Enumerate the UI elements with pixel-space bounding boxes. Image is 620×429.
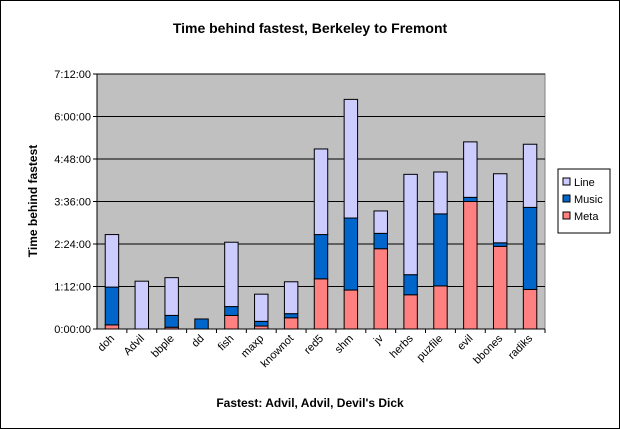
legend-swatch-line (562, 177, 571, 186)
bar-meta-herbs (403, 294, 418, 330)
bar-meta-doh (104, 324, 120, 330)
y-tick-label: 0:00:00 (54, 324, 91, 336)
y-tick-label: 2:24:00 (54, 239, 91, 251)
bar-music-bbones (492, 242, 508, 247)
x-tick-label: dd (190, 333, 207, 350)
bar-meta-knownot (283, 317, 299, 330)
x-tick-label: Advil (122, 333, 147, 358)
bar-music-knownot (283, 313, 299, 319)
bar-music-maxp (254, 320, 269, 327)
bar-music-shm (343, 217, 359, 291)
bar-line-bbones (492, 173, 508, 244)
bar-music-puzfile (433, 213, 448, 287)
bar-line-evil (463, 141, 478, 198)
x-axis-title: Fastest: Advil, Advil, Devil's Dick (216, 396, 404, 410)
bar-line-radiks (522, 143, 538, 208)
legend-label-meta: Meta (574, 211, 599, 223)
x-tick-label: herbs (388, 332, 416, 360)
y-tick-label: 6:00:00 (54, 112, 91, 124)
x-tick-label: bbones (471, 332, 505, 366)
bar-music-fish (224, 306, 239, 316)
bar-line-advil (134, 280, 150, 330)
bar-meta-evil (463, 201, 478, 330)
bar-line-shm (343, 98, 359, 219)
bar-line-maxp (254, 293, 269, 322)
bar-line-knownot (283, 281, 299, 315)
x-tick-label: jv (371, 332, 386, 347)
chart-title: Time behind fastest, Berkeley to Fremont (173, 20, 448, 36)
bar-meta-jv (373, 248, 388, 330)
bar-line-puzfile (433, 171, 448, 215)
bar-music-red5 (313, 234, 329, 280)
y-tick-label: 1:12:00 (54, 282, 91, 294)
x-tick-label: bbple (149, 333, 177, 361)
bar-meta-puzfile (433, 285, 448, 330)
x-tick-label: radiks (506, 332, 536, 362)
x-tick-label: knownot (259, 333, 296, 370)
plot-area: 0:00:00 1:12:00 2:24:00 3:36:00 4:48:00 6:00:… (54, 69, 546, 370)
bar-music-bbple (164, 314, 179, 328)
x-tick-label: puzfile (415, 333, 446, 364)
bar-music-doh (104, 286, 120, 326)
legend: Line Music Meta (557, 168, 611, 234)
bar-meta-red5 (313, 278, 329, 330)
legend-swatch-music (562, 194, 571, 203)
bar-music-radiks (522, 206, 538, 290)
legend-label-line: Line (574, 177, 595, 189)
y-tick-label: 3:36:00 (54, 197, 91, 209)
bar-meta-fish (224, 314, 239, 330)
x-tick-label: red5 (302, 333, 326, 357)
bar-line-jv (373, 210, 388, 234)
y-axis-title: Time behind fastest (26, 145, 40, 257)
bar-music-dd (194, 318, 209, 330)
bar-music-herbs (403, 274, 418, 296)
y-tick-label: 4:48:00 (54, 154, 91, 166)
y-tick-label: 7:12:00 (54, 69, 91, 81)
legend-swatch-meta (562, 211, 571, 220)
bar-meta-radiks (522, 288, 538, 330)
legend-label-music: Music (574, 194, 603, 206)
bar-meta-shm (343, 289, 359, 330)
x-tick-label: shm (333, 333, 356, 356)
bar-line-red5 (313, 148, 329, 236)
x-tick-label: fish (216, 333, 237, 354)
bar-line-fish (224, 241, 239, 308)
bar-meta-bbones (492, 245, 508, 330)
x-tick-label: maxp (239, 333, 267, 361)
x-tick-label: evil (455, 333, 475, 353)
bar-music-evil (463, 196, 478, 203)
x-tick-label: doh (96, 333, 117, 354)
bar-line-doh (104, 234, 120, 288)
bar-line-bbple (164, 277, 179, 316)
bar-music-jv (373, 232, 388, 250)
bar-line-herbs (403, 173, 418, 276)
